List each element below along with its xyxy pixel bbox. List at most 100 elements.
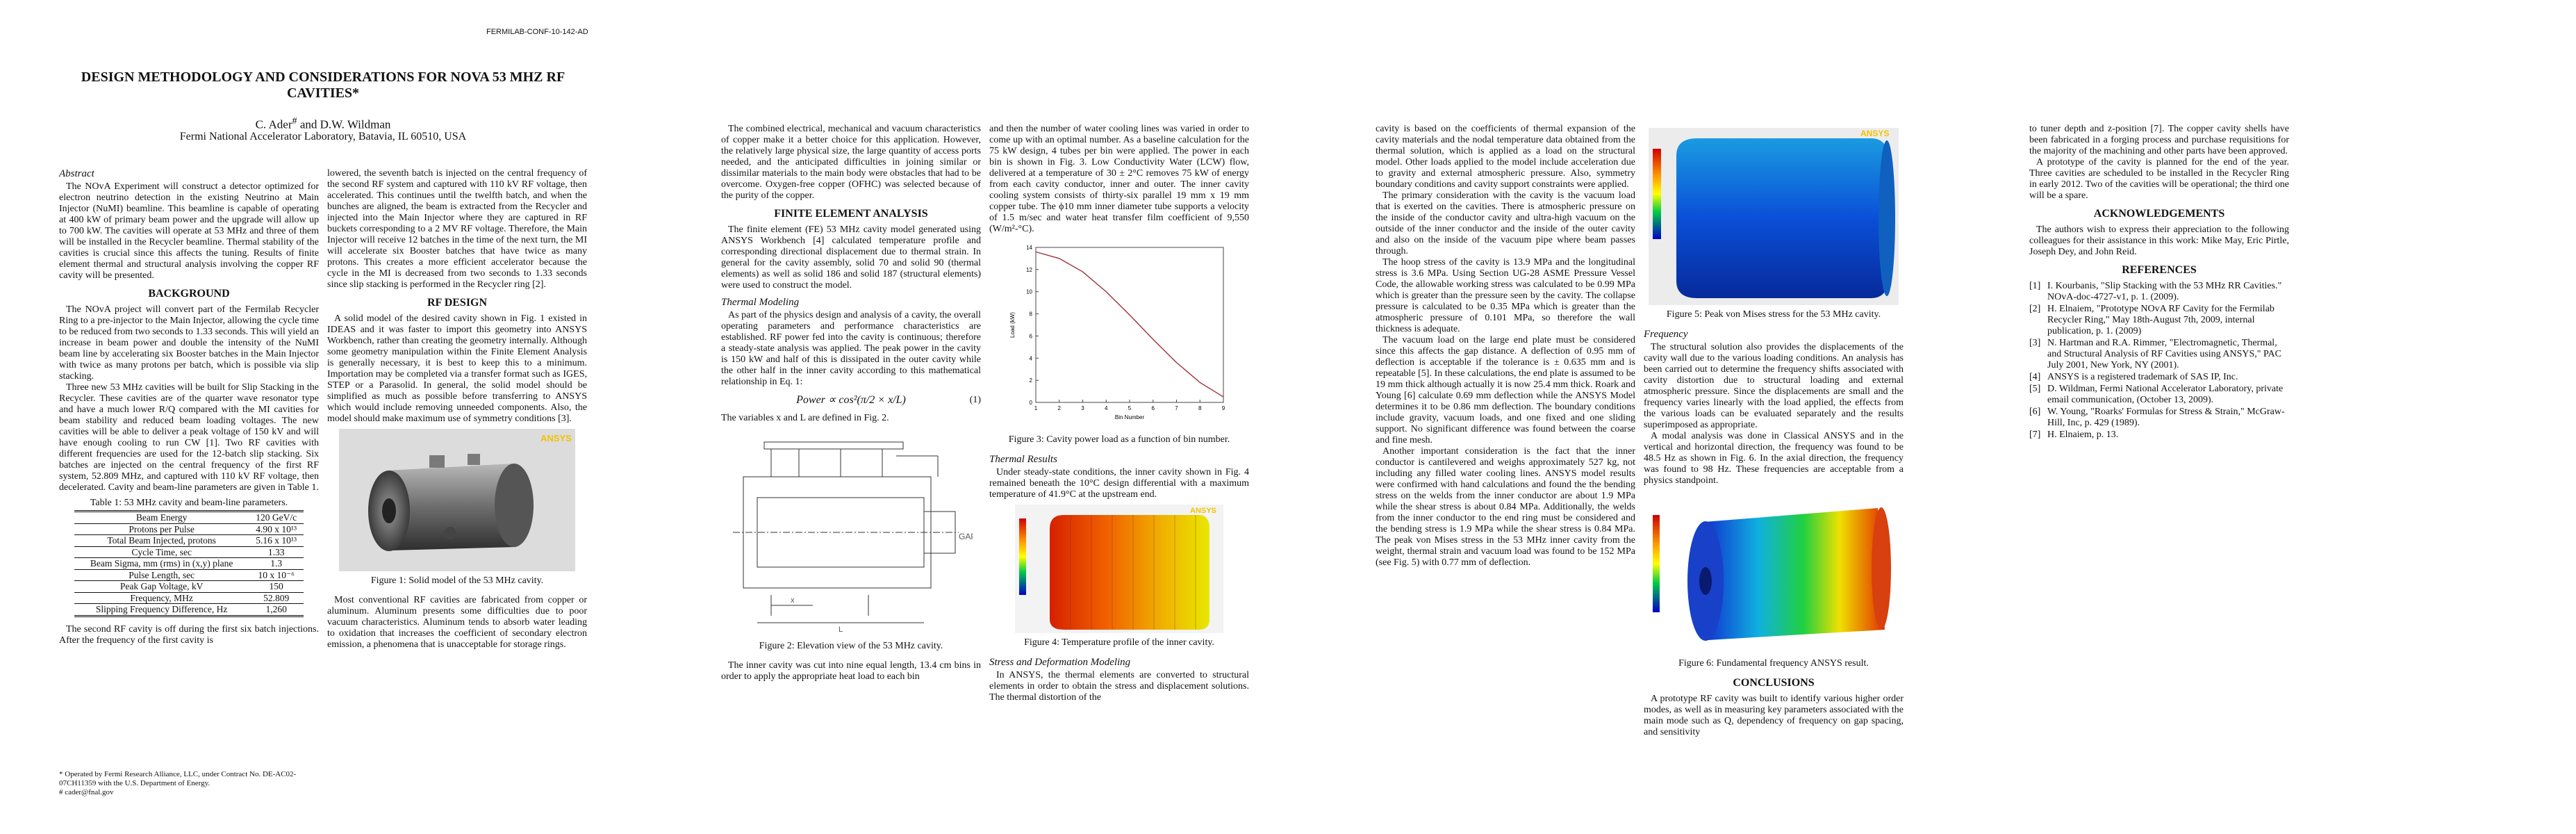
paper-title: DESIGN METHODOLOGY AND CONSIDERATIONS FO… [81,70,565,101]
table-row: Beam Sigma, mm (rms) in (x,y) plane 1.3 [74,557,304,570]
table-cell: Frequency, MHz [74,592,249,604]
reference-key: [1] [2029,281,2041,291]
section-heading: BACKGROUND [148,288,230,300]
table-cell: Beam Sigma, mm (rms) in (x,y) plane [74,557,249,570]
x-tick-label: 7 [1175,405,1178,411]
y-tick-label: 12 [1026,267,1032,273]
column: cavity is based on the coefficients of t… [1376,124,1635,569]
paragraph: The structural solution also provides th… [1644,342,1904,430]
x-tick-label: 4 [1105,405,1108,411]
figure-label: GAP [959,532,973,541]
y-axis-label: Load (kW) [1009,312,1016,338]
plot-frame [1035,247,1224,403]
author: and D.W. Wildman [297,117,391,131]
table-cell: Pulse Length, sec [74,569,249,581]
section-heading: RF DESIGN [427,297,488,309]
reference-text: I. Kourbanis, "Slip Stacking with the 53… [2047,281,2282,302]
x-axis-label: Bin Number [1115,414,1145,420]
figure-label: x [791,596,795,605]
figure-shape [1704,508,1885,640]
figure-6 [1649,491,1899,654]
section-heading: ACKNOWLEDGEMENTS [2093,208,2225,220]
paragraph: The combined electrical, mechanical and … [721,124,981,201]
author-mark: # [292,115,297,126]
x-tick-label: 6 [1152,405,1155,411]
table-row: Frequency, MHz 52.809 [74,592,304,604]
reference-text: H. Elnaiem, p. 13. [2047,430,2119,440]
figure-2: GAP x L [733,441,973,634]
section-heading: Abstract [59,168,94,179]
figure-shape [733,441,959,623]
figure-caption: Figure 6: Fundamental frequency ANSYS re… [1678,658,1869,669]
reference: [3] N. Hartman and R.A. Rimmer, "Electrom… [2029,338,2289,371]
y-tick-label: 8 [1030,311,1033,318]
table-cell: 1.33 [249,546,304,558]
y-tick-label: 4 [1030,355,1033,361]
figure-5: ANSYS [1649,128,1899,305]
column: ANSYS Figure 5: Peak von Mises stress fo… [1644,124,1904,738]
table-cell: 4.90 x 10¹³ [249,523,304,535]
table-cell: Cycle Time, sec [74,546,249,558]
table-cell: 120 GeV/c [249,511,304,524]
figure-shape [1676,138,1888,298]
figure-shape [429,455,445,468]
paragraph: and then the number of water cooling lin… [989,124,1249,234]
reference: [4] ANSYS is a registered trademark of SA… [2029,372,2289,383]
paragraph: lowered, the seventh batch is injected o… [327,168,587,290]
figure-shape [495,464,534,547]
table-cell: Protons per Pulse [74,523,249,535]
table-caption: Table 1: 53 MHz cavity and beam-line par… [90,498,288,508]
paragraph: Three new 53 MHz cavities will be built … [59,382,319,493]
table-row: Cycle Time, sec 1.33 [74,546,304,558]
figure-shape [1699,567,1712,595]
paragraph: The hoop stress of the cavity is 13.9 MP… [1376,257,1635,334]
paragraph: to tuner depth and z-position [7]. The c… [2029,124,2289,156]
table-row: Peak Gap Voltage, kV 150 [74,580,304,593]
x-tick-label: 3 [1081,405,1084,411]
paragraph: The NOvA project will convert part of th… [59,304,319,382]
reference-key: [7] [2029,430,2041,440]
figure-shape [1879,140,1895,296]
figure-caption: Figure 3: Cavity power load as a functio… [1008,434,1230,445]
paragraph: Under steady-state conditions, the inner… [989,467,1249,500]
table-cell: 150 [249,580,304,593]
reference-text: H. Elnaiem, "Prototype NOvA RF Cavity fo… [2047,304,2274,336]
table-row: Total Beam Injected, protons 5.16 x 10¹³ [74,534,304,547]
reference-key: [6] [2029,407,2041,417]
paragraph: The primary consideration with the cavit… [1376,190,1635,256]
reference-text: D. Wildman, Fermi National Accelerator L… [2047,384,2284,405]
subsection-heading: Thermal Results [989,454,1057,465]
paragraph: A solid model of the desired cavity show… [327,313,587,424]
table-cell: 10 x 10⁻⁶ [249,569,304,581]
figure-1: ANSYS [339,429,575,571]
figure-caption: Figure 2: Elevation view of the 53 MHz c… [759,641,943,651]
load-curve [1035,251,1224,398]
subsection-heading: Stress and Deformation Modeling [989,657,1131,668]
authors: C. Ader# and D.W. Wildman [59,115,587,132]
column: lowered, the seventh batch is injected o… [327,168,587,651]
paragraph: The second RF cavity is off during the f… [59,623,319,646]
reference-list: [1] I. Kourbanis, "Slip Stacking with the… [2029,281,2289,441]
figure-shape [763,441,904,450]
reference: [5] D. Wildman, Fermi National Accelerato… [2029,384,2289,406]
column: The combined electrical, mechanical and … [721,124,981,682]
table-cell: Slipping Frequency Difference, Hz [74,603,249,616]
reference-key: [4] [2029,372,2041,382]
section-heading: CONCLUSIONS [1733,677,1815,689]
author: C. Ader [255,117,292,131]
table-cell: 5.16 x 10¹³ [249,534,304,547]
table-row: Beam Energy 120 GeV/c [74,511,304,524]
paragraph: The inner cavity was cut into nine equal… [721,660,981,682]
x-tick-label: 5 [1128,405,1132,411]
reference: [2] H. Elnaiem, "Prototype NOvA RF Cavity… [2029,304,2289,337]
column: Abstract The NOvA Experiment will constr… [59,168,319,646]
table-cell: 52.809 [249,592,304,604]
table-cell: 1.3 [249,557,304,570]
footnote: # cader@fnal.gov [59,788,114,796]
affiliation: Fermi National Accelerator Laboratory, B… [179,131,467,142]
y-tick-label: 14 [1026,245,1032,251]
paragraph: Most conventional RF cavities are fabric… [327,595,587,650]
figure-shape [1019,518,1026,595]
